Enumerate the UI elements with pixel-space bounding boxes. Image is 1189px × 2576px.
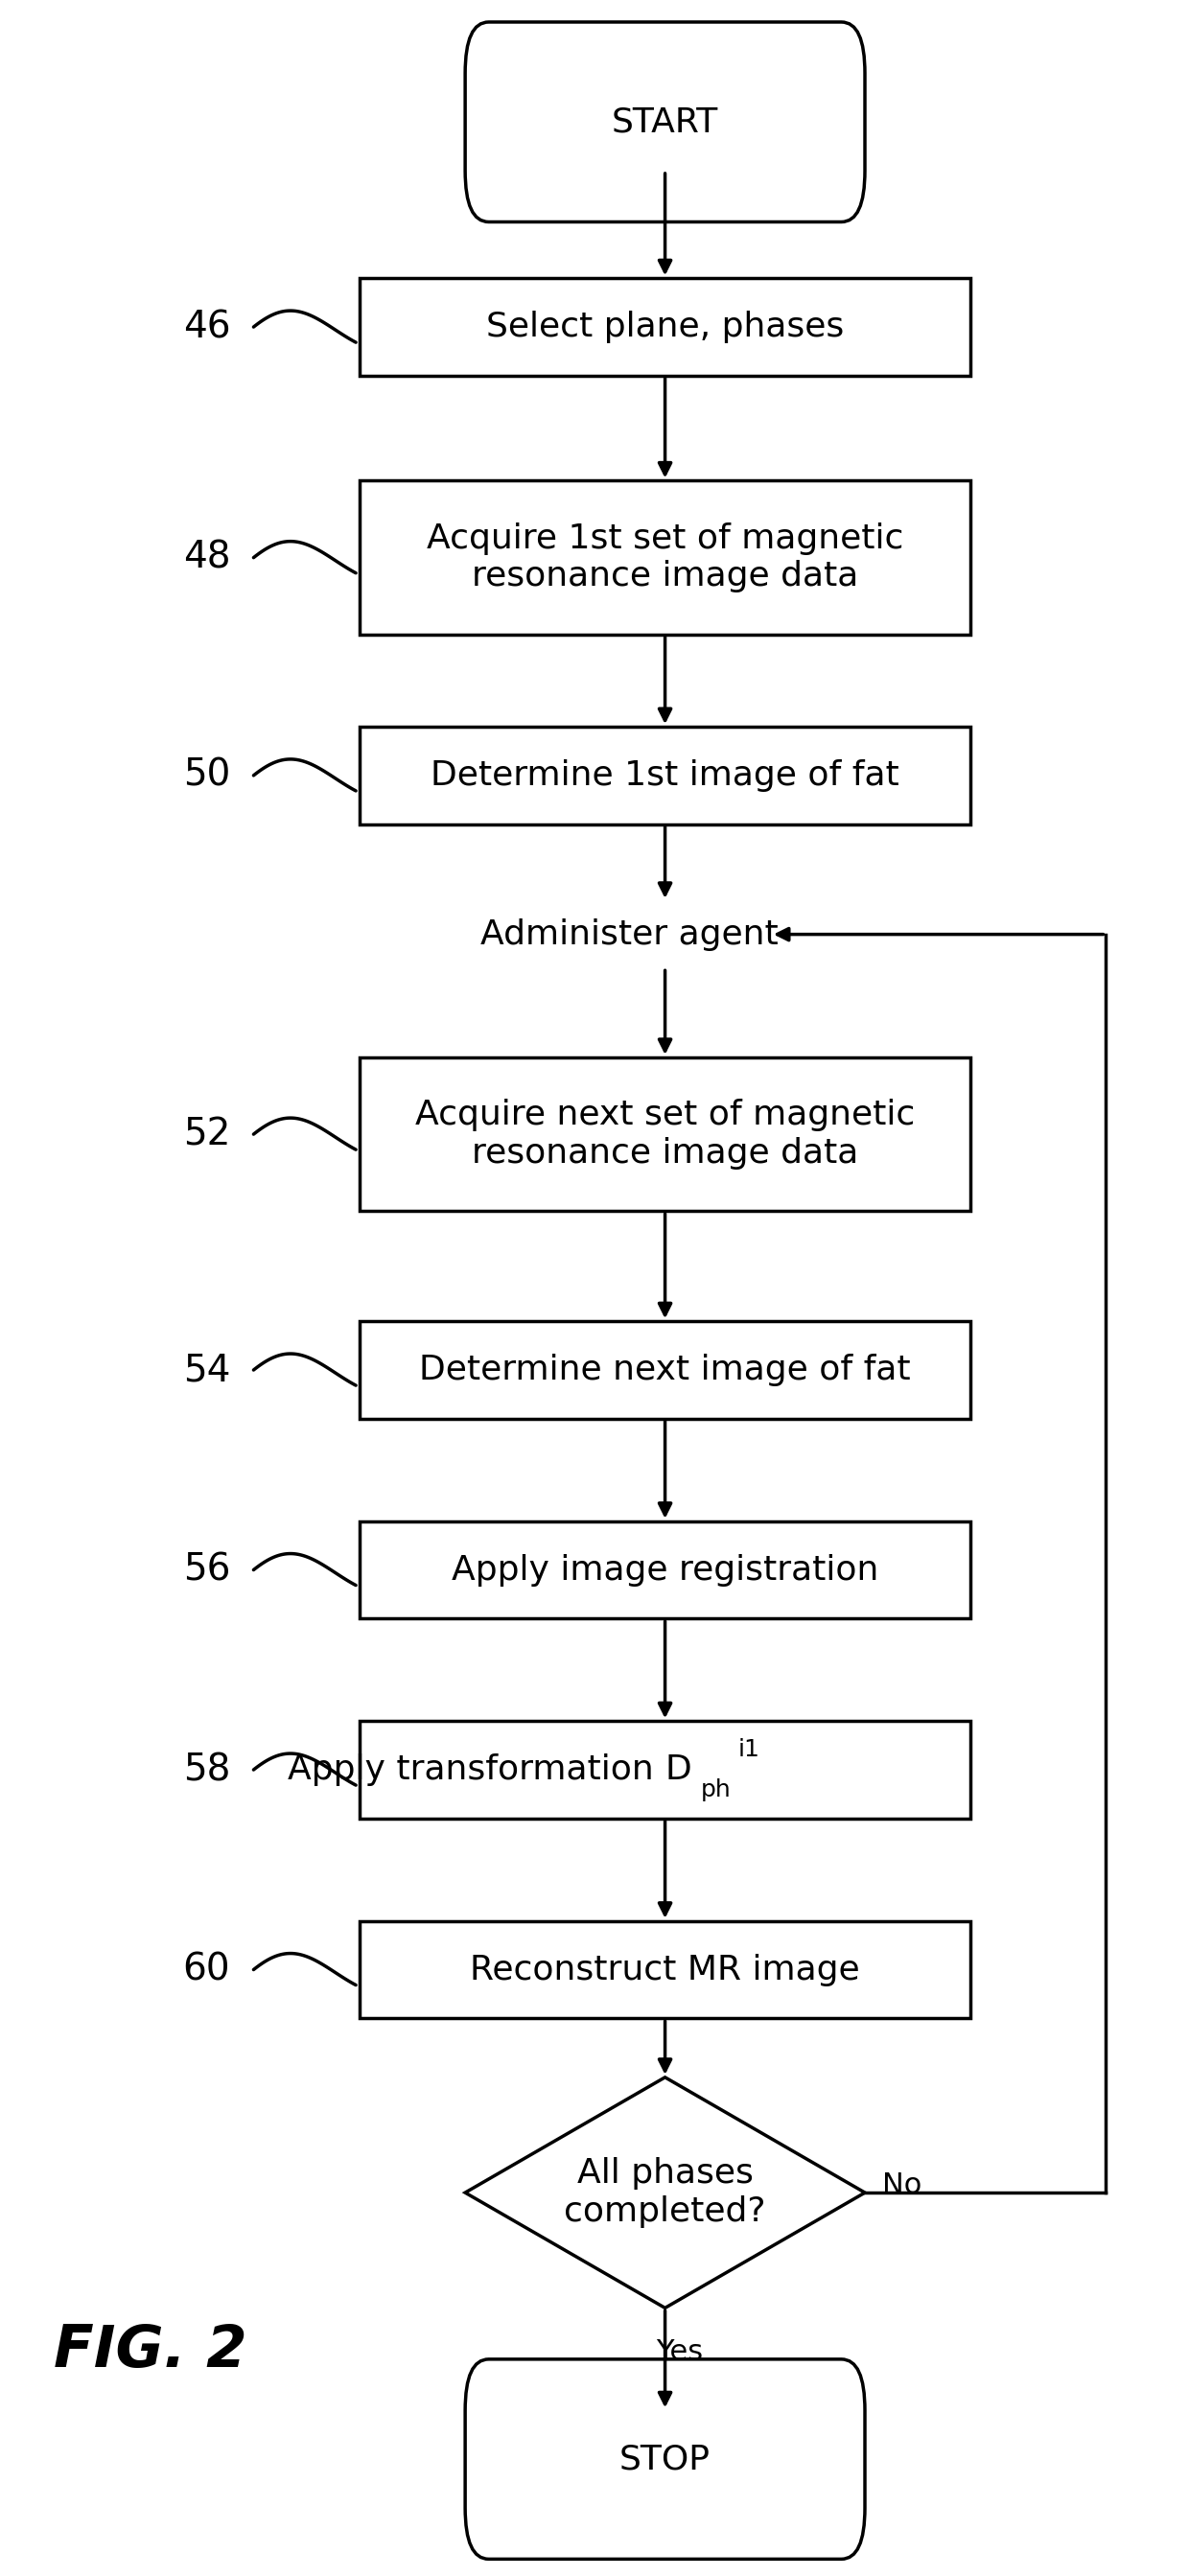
Text: 48: 48	[183, 538, 231, 577]
Text: Select plane, phases: Select plane, phases	[486, 312, 844, 343]
Text: All phases
completed?: All phases completed?	[564, 2159, 766, 2228]
FancyBboxPatch shape	[465, 2360, 864, 2558]
Bar	[359, 1522, 970, 1618]
Bar	[359, 1922, 970, 2020]
Text: Administer agent: Administer agent	[480, 917, 779, 951]
Text: 50: 50	[183, 757, 231, 793]
Text: Acquire next set of magnetic
resonance image data: Acquire next set of magnetic resonance i…	[415, 1100, 916, 1170]
Text: Determine 1st image of fat: Determine 1st image of fat	[430, 760, 899, 791]
Polygon shape	[465, 2076, 864, 2308]
Bar	[359, 1321, 970, 1419]
Text: FIG. 2: FIG. 2	[54, 2324, 247, 2380]
Text: Yes: Yes	[655, 2339, 703, 2367]
Text: ph: ph	[700, 1780, 731, 1801]
Text: 52: 52	[183, 1115, 231, 1151]
Text: 60: 60	[183, 1953, 231, 1989]
Text: Apply image registration: Apply image registration	[452, 1553, 879, 1587]
Text: 58: 58	[183, 1752, 231, 1788]
Text: Reconstruct MR image: Reconstruct MR image	[470, 1953, 860, 1986]
Text: i1: i1	[738, 1739, 760, 1762]
Bar	[359, 1056, 970, 1211]
Bar	[359, 726, 970, 824]
Text: STOP: STOP	[619, 2442, 711, 2476]
Bar	[359, 1721, 970, 1819]
Text: Apply transformation: Apply transformation	[288, 1754, 665, 1785]
Bar	[359, 278, 970, 376]
Text: 56: 56	[183, 1551, 231, 1589]
Bar	[359, 482, 970, 634]
Text: No: No	[882, 2172, 923, 2200]
Text: D: D	[665, 1754, 692, 1785]
Text: Acquire 1st set of magnetic
resonance image data: Acquire 1st set of magnetic resonance im…	[427, 523, 904, 592]
FancyBboxPatch shape	[465, 23, 864, 222]
Text: Determine next image of fat: Determine next image of fat	[420, 1355, 911, 1386]
Text: 46: 46	[183, 309, 231, 345]
Text: 54: 54	[183, 1352, 231, 1388]
Text: START: START	[611, 106, 718, 139]
